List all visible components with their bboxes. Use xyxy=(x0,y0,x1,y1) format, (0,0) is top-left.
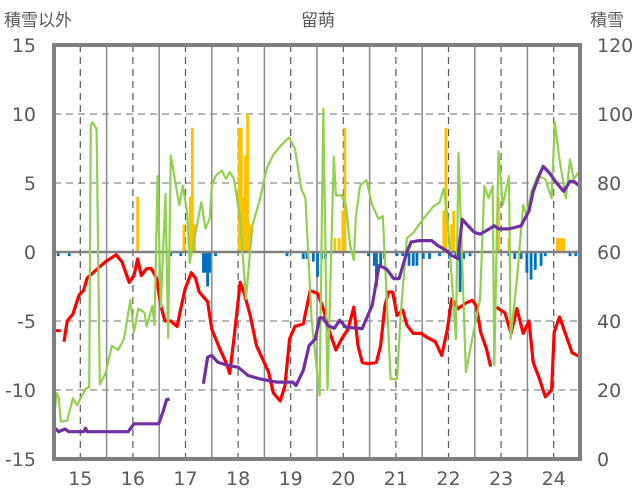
y-tick-right: 60 xyxy=(597,242,621,264)
yellow-bar xyxy=(190,127,194,252)
blue-bar xyxy=(67,252,71,257)
yellow-bar xyxy=(560,238,563,252)
chart-title: 留萌 xyxy=(301,11,335,31)
y-tick-right: 80 xyxy=(597,173,621,195)
y-tick-right: 40 xyxy=(597,311,621,333)
y-tick-right: 0 xyxy=(597,449,609,471)
y-tick-right: 100 xyxy=(597,104,633,126)
blue-bar xyxy=(179,252,183,257)
yellow-bar xyxy=(244,155,247,252)
yellow-bar xyxy=(337,238,341,252)
y-tick-left: -10 xyxy=(5,380,36,402)
blue-bar xyxy=(206,252,209,287)
blue-bar xyxy=(285,252,289,257)
blue-bar xyxy=(375,252,378,287)
x-tick: 15 xyxy=(68,468,92,490)
blue-bar xyxy=(438,252,441,257)
yellow-bar xyxy=(444,127,448,252)
y-tick-left: 5 xyxy=(24,173,36,195)
yellow-bar xyxy=(248,224,252,252)
blue-bar xyxy=(204,252,207,273)
left-axis-label: 積雪以外 xyxy=(4,11,72,31)
x-tick: 16 xyxy=(121,468,145,490)
blue-bar xyxy=(468,252,472,257)
blue-bar xyxy=(372,252,376,266)
yellow-bar xyxy=(136,196,140,252)
blue-bar xyxy=(458,252,462,293)
yellow-bar xyxy=(452,210,456,252)
blue-bar xyxy=(311,252,315,262)
y-tick-right: 20 xyxy=(597,380,621,402)
blue-bar xyxy=(454,252,458,259)
x-tick: 24 xyxy=(542,468,566,490)
x-tick: 18 xyxy=(226,468,250,490)
blue-bar xyxy=(428,252,431,259)
yellow-bar xyxy=(188,196,192,252)
x-tick: 17 xyxy=(173,468,197,490)
y-tick-left: 15 xyxy=(12,35,36,57)
blue-bar xyxy=(513,252,517,259)
blue-bar xyxy=(401,252,405,257)
blue-bar xyxy=(169,252,173,257)
blue-bar xyxy=(539,252,543,266)
x-tick: 19 xyxy=(279,468,303,490)
yellow-bar xyxy=(497,196,500,252)
blue-bar xyxy=(379,252,383,266)
y-tick-left: 0 xyxy=(24,242,36,264)
yellow-bar xyxy=(558,238,561,252)
x-tick: 22 xyxy=(436,468,460,490)
purple-snow-depth xyxy=(52,164,582,434)
y-tick-left: 10 xyxy=(12,104,36,126)
blue-bar xyxy=(421,252,425,259)
blue-bar xyxy=(56,252,60,257)
blue-bar xyxy=(316,252,319,277)
yellow-bar xyxy=(333,238,337,252)
right-axis-label: 積雪 xyxy=(590,11,624,31)
x-tick: 21 xyxy=(384,468,408,490)
blue-bar xyxy=(201,252,205,273)
yellow-bar xyxy=(442,210,446,252)
yellow-bar xyxy=(555,238,559,252)
yellow-bar xyxy=(450,224,454,252)
yellow-bar xyxy=(241,196,245,252)
blue-bar xyxy=(411,252,415,266)
y-tick-left: -15 xyxy=(5,449,36,471)
blue-bar xyxy=(574,252,578,257)
yellow-bar xyxy=(343,127,347,252)
yellow-bar xyxy=(182,224,186,252)
blue-bar xyxy=(543,252,547,257)
blue-bar xyxy=(529,252,533,280)
plot-frame xyxy=(52,43,582,461)
green-line xyxy=(52,107,581,423)
blue-bar xyxy=(208,252,212,273)
blue-bar xyxy=(462,252,466,259)
blue-bar xyxy=(407,252,411,266)
yellow-bar xyxy=(341,210,345,252)
x-tick: 20 xyxy=(331,468,355,490)
blue-bar xyxy=(305,252,309,259)
yellow-bar xyxy=(562,238,566,252)
blue-bar xyxy=(367,252,370,257)
yellow-bar xyxy=(246,114,249,252)
blue-bar xyxy=(519,252,523,259)
blue-bar xyxy=(415,252,419,266)
x-tick: 23 xyxy=(489,468,513,490)
yellow-bar xyxy=(239,127,243,252)
blue-bar xyxy=(533,252,537,270)
blue-bar xyxy=(301,252,305,259)
blue-bar xyxy=(525,252,529,273)
y-tick-left: -5 xyxy=(17,311,36,333)
y-tick-right: 120 xyxy=(597,35,633,57)
blue-bar xyxy=(568,252,572,257)
yellow-bar xyxy=(237,127,241,252)
blue-bar xyxy=(214,252,217,257)
blue-bar xyxy=(395,252,399,257)
